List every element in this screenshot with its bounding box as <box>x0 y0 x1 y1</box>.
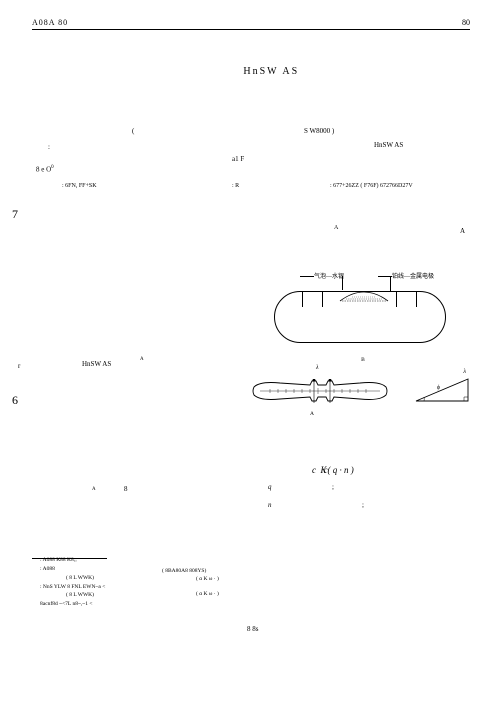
content-area: ( S W8000 ) : HnSW AS a1 F 8 e O0 : 6FN,… <box>32 77 470 637</box>
mid-8: 8 <box>124 485 128 493</box>
fn-c2: ( 8 L WWK) <box>40 591 107 600</box>
fn-r1: ( α K ω · ) <box>162 575 219 584</box>
hnsw-label: HnSW AS <box>374 141 403 149</box>
tick-1 <box>26 253 28 259</box>
semi-2: ; <box>362 501 364 509</box>
header-right: 80 <box>462 18 470 27</box>
electrode-2 <box>322 291 323 307</box>
electrode-3 <box>396 291 397 307</box>
line-6fn-a: : 6FN, FF+SK <box>62 183 97 189</box>
marker-small-1 <box>402 152 404 158</box>
pg-num-text: 8 8s <box>245 625 258 633</box>
fn-b: : A088 <box>40 566 55 572</box>
marker-7 <box>442 529 444 535</box>
fn-c: : NnS YLW 8 FNL EWN~a < <box>40 584 105 590</box>
figure-vessel: 气泡—水银 铂线—金属电极 B <box>270 273 470 363</box>
page-header: A08A 80 80 <box>32 10 470 30</box>
fn-r2: ( α K ω · ) <box>162 590 219 599</box>
lambda-label-1: λ <box>316 365 319 371</box>
fn-r0: ( 8BA80A8 808YS) <box>162 567 219 576</box>
oval-container: 气泡—水银 铂线—金属电极 <box>270 273 450 353</box>
phi-label: ϕ <box>437 385 440 391</box>
fn-c-row: : NnS YLW 8 FNL EWN~a < <box>40 583 107 592</box>
lambda-label-2: λ <box>463 369 466 375</box>
colon-1: : <box>48 143 50 151</box>
q-marker <box>278 483 280 489</box>
marker-5 <box>204 517 206 523</box>
footnotes-left: : A088 K88 K8;; : A088 ( 8 L WWK) : NnS … <box>40 556 107 609</box>
section-6: 6 <box>12 393 18 408</box>
superscript-a2: A <box>140 357 144 362</box>
section-7: 7 <box>12 207 18 222</box>
triangle-svg <box>414 375 470 405</box>
page-number: 8 8s <box>32 625 470 633</box>
electrode-leader-v <box>390 276 391 292</box>
title-main: HnSW AS <box>243 66 299 77</box>
line-6fn-b: : R <box>232 183 239 189</box>
tube-svg <box>250 379 390 403</box>
row-marker-r: r <box>18 362 20 370</box>
8e0-label: 8 e O0 <box>36 165 54 173</box>
bubble-arc <box>338 289 390 303</box>
sub-a: A <box>92 487 96 492</box>
figure-tube: λ λ ϕ A <box>250 367 470 427</box>
fig-b-caption: B <box>256 357 470 363</box>
n-label: n <box>268 501 272 509</box>
fig-a-caption: A <box>310 411 314 417</box>
electrode-1 <box>302 291 303 307</box>
fn-d: 8acnf8d ~<7L n8~,~1 < <box>40 601 93 607</box>
q-label: q <box>268 483 272 491</box>
line-6fn-c: : 677+26ZZ ( F76F) 672766D27V <box>330 183 413 189</box>
marker-4 <box>150 485 152 491</box>
title-row: HnSW AS <box>32 66 470 77</box>
marker-6 <box>324 517 326 523</box>
superscript-a: A <box>334 225 338 231</box>
fn-b-row: : A088 <box>40 565 107 574</box>
semi-1: ; <box>332 483 334 491</box>
equation: c Kc( q · n ) <box>312 465 354 475</box>
marker-3 <box>204 445 206 451</box>
n-marker <box>278 501 280 507</box>
electrode-4 <box>416 291 417 307</box>
fn-a: : A088 K88 K8;; <box>40 556 107 565</box>
a1f-label: a1 F <box>232 155 244 163</box>
bubble-label: 气泡—水银 <box>314 271 344 280</box>
paren-open: ( <box>132 127 134 135</box>
title-prefix <box>203 66 208 77</box>
electrode-label: 铂线—金属电极 <box>392 271 434 280</box>
bubble-leader <box>300 276 314 277</box>
marker-a-right: A <box>460 227 465 235</box>
paren-text: S W8000 ) <box>304 127 334 135</box>
hnsw-again: HnSW AS <box>82 360 111 368</box>
marker-2 <box>186 309 188 315</box>
fn-b2: ( 8 L WWK) <box>40 574 107 583</box>
footnotes-right: ( 8BA80A8 808YS) ( α K ω · ) ( α K ω · ) <box>162 567 219 599</box>
header-left: A08A 80 <box>32 18 68 27</box>
fn-d-row: 8acnf8d ~<7L n8~,~1 < <box>40 600 107 609</box>
bubble-leader-v <box>342 276 343 290</box>
